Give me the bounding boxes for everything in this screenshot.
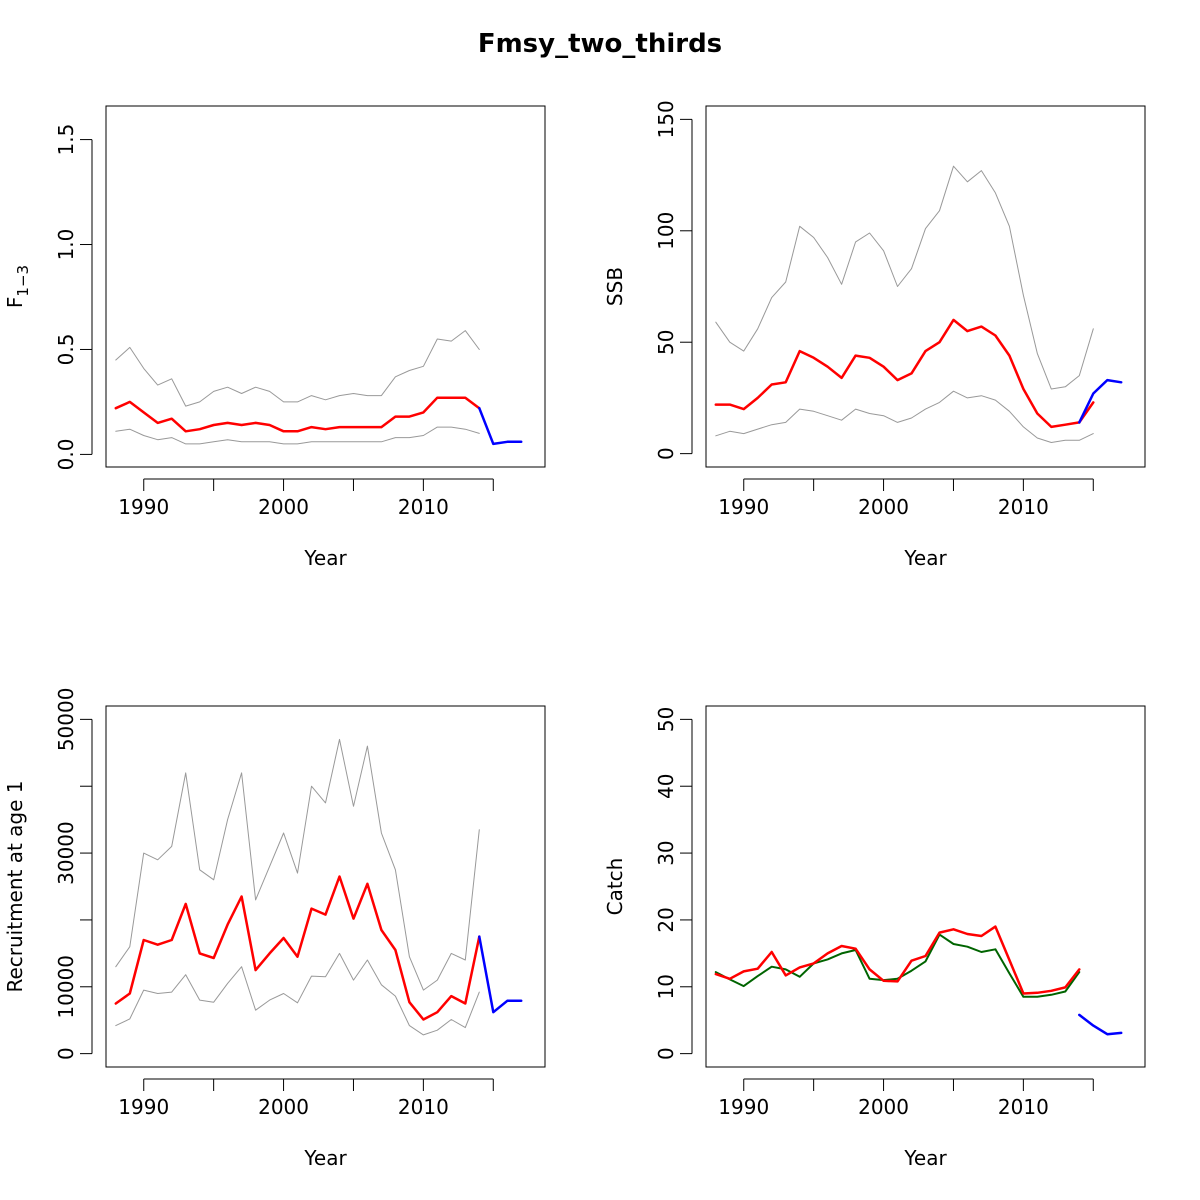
y-tick-label: 1.5: [54, 124, 78, 156]
x-tick-label: 2010: [998, 495, 1049, 519]
y-axis-title: Recruitment at age 1: [3, 780, 27, 992]
series-line-2: [1078, 1013, 1123, 1036]
y-axis: 0 10 20 30 40 50: [654, 707, 693, 1060]
series-line-2: [114, 875, 481, 1021]
plot-frame: [105, 105, 546, 468]
series-line-1: [115, 426, 480, 445]
series-line-3: [478, 935, 523, 1014]
plot-frame: [705, 705, 1146, 1068]
y-tick-label: 100: [654, 212, 678, 250]
series-line-0: [715, 165, 1094, 390]
y-axis-title-main: F: [3, 297, 27, 309]
y-tick-label: 0.0: [54, 439, 78, 471]
y-axis-title: F1−3: [3, 265, 32, 308]
x-tick-label: 1990: [118, 1095, 169, 1119]
series-line-2: [714, 318, 1095, 429]
y-tick-label: 30000: [54, 821, 78, 885]
y-axis: 0 50 100 150: [654, 100, 693, 460]
y-axis: 0.0 0.5 1.0 1.5: [54, 124, 93, 471]
y-axis: 0 10000 30000 50000: [54, 688, 93, 1060]
x-axis-title: Year: [303, 1146, 347, 1170]
x-tick-label: 2010: [998, 1095, 1049, 1119]
x-tick-label: 2000: [258, 495, 309, 519]
y-tick-label: 0.5: [54, 334, 78, 366]
x-axis-title: Year: [903, 1146, 947, 1170]
series-line-1: [714, 925, 1081, 995]
x-axis-title: Year: [903, 546, 947, 570]
plot-frame: [105, 705, 546, 1068]
y-axis-title: SSB: [603, 267, 627, 306]
y-tick-label: 0: [54, 1047, 78, 1060]
y-tick-label: 50000: [54, 688, 78, 752]
x-axis: 1990 2000 2010: [718, 478, 1094, 519]
figure-title: Fmsy_two_thirds: [478, 29, 722, 59]
y-tick-label: 10: [654, 974, 678, 999]
x-tick-label: 2000: [258, 1095, 309, 1119]
y-tick-label: 150: [654, 100, 678, 138]
series-line-3: [1078, 378, 1123, 424]
x-axis: 1990 2000 2010: [118, 478, 494, 519]
plot-frame: [705, 105, 1146, 468]
x-axis: 1990 2000 2010: [118, 1078, 494, 1119]
series-line-0: [115, 738, 480, 991]
series-line-2: [114, 396, 481, 433]
x-tick-label: 1990: [718, 1095, 769, 1119]
y-tick-label: 0: [654, 447, 678, 460]
y-axis-title-subscript: 1−3: [14, 265, 32, 297]
y-tick-label: 10000: [54, 955, 78, 1019]
series-line-1: [115, 952, 480, 1036]
x-axis-title: Year: [303, 546, 347, 570]
y-tick-label: 0: [654, 1047, 678, 1060]
y-tick-label: 50: [654, 707, 678, 732]
x-tick-label: 2010: [398, 1095, 449, 1119]
x-tick-label: 2000: [858, 1095, 909, 1119]
x-axis: 1990 2000 2010: [718, 1078, 1094, 1119]
series-line-3: [478, 406, 523, 446]
y-tick-label: 30: [654, 840, 678, 865]
x-tick-label: 2010: [398, 495, 449, 519]
series-line-0: [115, 330, 480, 407]
panel-top-right: 1990 2000 2010 0 50 100 150 Year SSB: [603, 100, 1146, 570]
y-tick-label: 40: [654, 773, 678, 798]
x-tick-label: 1990: [718, 495, 769, 519]
panel-top-left: 1990 2000 2010 0.0 0.5 1.0 1.5 Year F1−3: [3, 105, 546, 570]
panel-bottom-right: 1990 2000 2010 0 10 20 30 40 50 Year Catch: [603, 705, 1146, 1170]
series-line-0: [714, 933, 1081, 998]
y-tick-label: 50: [654, 329, 678, 354]
series-line-1: [715, 390, 1094, 443]
x-tick-label: 2000: [858, 495, 909, 519]
y-tick-label: 20: [654, 907, 678, 932]
y-axis-title: Catch: [603, 858, 627, 916]
panel-bottom-left: 1990 2000 2010 0 10000 30000 50000 Year Recruitm…: [3, 688, 546, 1170]
x-tick-label: 1990: [118, 495, 169, 519]
y-tick-label: 1.0: [54, 229, 78, 261]
